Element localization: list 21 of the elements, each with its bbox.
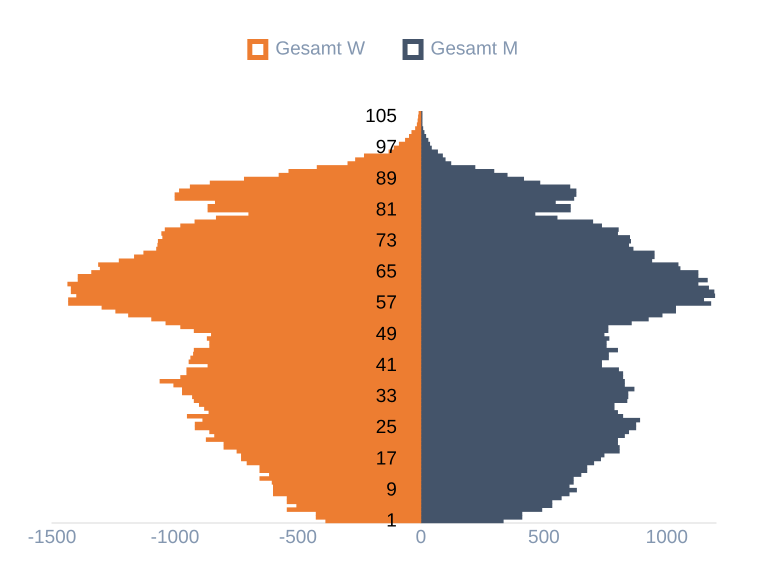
y-tick-label: 17 — [376, 448, 397, 470]
legend-label: Gesamt W — [275, 38, 366, 60]
y-tick-label: 105 — [365, 106, 397, 128]
y-tick-label: 65 — [376, 262, 397, 283]
y-tick-label: 89 — [376, 168, 397, 190]
x-tick-label: -500 — [278, 526, 317, 548]
y-tick-label: 33 — [376, 386, 397, 408]
x-tick-label: 500 — [528, 526, 560, 548]
x-tick-label: -1000 — [150, 526, 200, 548]
y-tick-label: 49 — [376, 324, 397, 345]
y-tick-label: 41 — [376, 354, 397, 376]
legend-label: Gesamt M — [430, 38, 518, 60]
x-tick-label: 0 — [416, 526, 426, 548]
y-tick-label: 73 — [376, 230, 397, 252]
x-tick-label: -1500 — [28, 526, 76, 548]
y-tick-label: 81 — [376, 199, 397, 220]
y-tick-label: 57 — [376, 292, 397, 314]
x-tick-label: 1000 — [646, 526, 688, 548]
y-tick-label: 9 — [386, 479, 397, 500]
y-tick-label: 97 — [376, 137, 397, 158]
y-tick-label: 25 — [376, 417, 397, 438]
